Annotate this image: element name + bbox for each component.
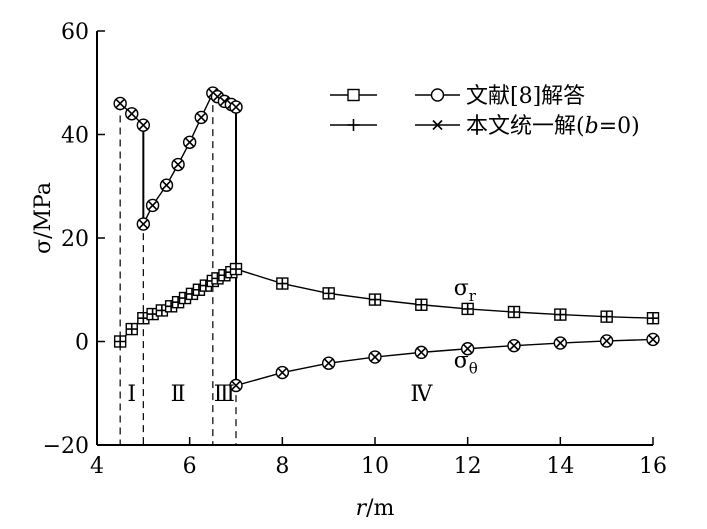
x-axis-var: r [356, 496, 368, 521]
x-marker [196, 112, 207, 123]
x-marker [138, 218, 149, 230]
circle-marker [430, 88, 445, 102]
legend-text-var: b [585, 114, 599, 139]
plus-marker [461, 302, 474, 315]
x-marker [115, 98, 126, 109]
plus-marker [647, 312, 659, 325]
plus-marker [322, 287, 335, 300]
series-label: σr [454, 276, 477, 305]
plus-marker [114, 335, 127, 348]
x-marker [647, 334, 659, 345]
x-marker [173, 159, 184, 170]
plus-marker [369, 293, 381, 306]
plus-marker [230, 263, 242, 276]
y-tick-label: 60 [61, 20, 89, 45]
x-axis-title: r/m [356, 496, 395, 521]
legend-text-before: 本文统一解( [466, 114, 585, 139]
plus-marker [508, 306, 520, 319]
plus-marker [125, 323, 138, 336]
x-marker [277, 367, 288, 378]
region-label: Ⅱ [171, 382, 186, 407]
x-marker [147, 200, 158, 211]
plus-marker [415, 298, 428, 311]
x-marker [508, 340, 520, 351]
region-label: Ⅲ [214, 382, 235, 407]
x-tick-label: 10 [361, 454, 389, 479]
legend-text-main: 文献[8]解答 [466, 84, 585, 109]
square-marker [347, 88, 360, 102]
y-tick-label: −20 [43, 434, 89, 459]
x-marker [184, 137, 195, 148]
region-label: Ⅳ [410, 382, 433, 407]
x-marker [555, 337, 566, 349]
y-axis-title: σ/MPa [31, 182, 56, 254]
series-markers [113, 86, 660, 393]
y-tick-label: 40 [61, 124, 89, 149]
y-axis-var: σ [31, 239, 56, 254]
x-marker [126, 108, 137, 119]
axes: 4 6 8 10 12 14 16 −20 0 20 40 60 r/m σ/MPa [31, 20, 667, 521]
x-tick-label: 16 [639, 454, 667, 479]
series-label-sub: r [469, 287, 477, 305]
x-tick-label: 12 [454, 454, 482, 479]
x-marker [462, 343, 473, 354]
x-marker [432, 119, 443, 131]
x-marker [230, 102, 242, 113]
x-axis-unit: /m [366, 496, 394, 521]
x-marker [601, 335, 612, 347]
series-label-sub: θ [469, 359, 478, 377]
series-label: σθ [454, 348, 478, 377]
legend-entry-text: 文献[8]解答 [466, 84, 585, 109]
plus-marker [347, 119, 360, 131]
x-marker [230, 380, 242, 391]
plus-marker [276, 277, 289, 290]
x-tick-label: 4 [90, 454, 104, 479]
x-marker [138, 120, 149, 131]
series-label-main: σ [454, 276, 469, 301]
legend-text-after: =0) [599, 114, 640, 139]
series-label-main: σ [454, 348, 469, 373]
x-marker [161, 180, 172, 191]
y-tick-label: 0 [75, 331, 89, 356]
y-axis-unit: /MPa [31, 182, 56, 239]
plus-marker [554, 308, 567, 321]
x-marker [323, 358, 334, 369]
x-marker [369, 351, 381, 363]
legend-entry-text: 本文统一解(b=0) [466, 114, 640, 139]
x-tick-label: 14 [546, 454, 574, 479]
x-tick-label: 8 [275, 454, 289, 479]
plus-marker [600, 310, 613, 323]
x-marker [416, 347, 427, 358]
sigma-theta-line [235, 338, 654, 387]
region-label: Ⅰ [127, 382, 136, 407]
y-tick-label: 20 [61, 227, 89, 252]
x-tick-label: 6 [183, 454, 197, 479]
